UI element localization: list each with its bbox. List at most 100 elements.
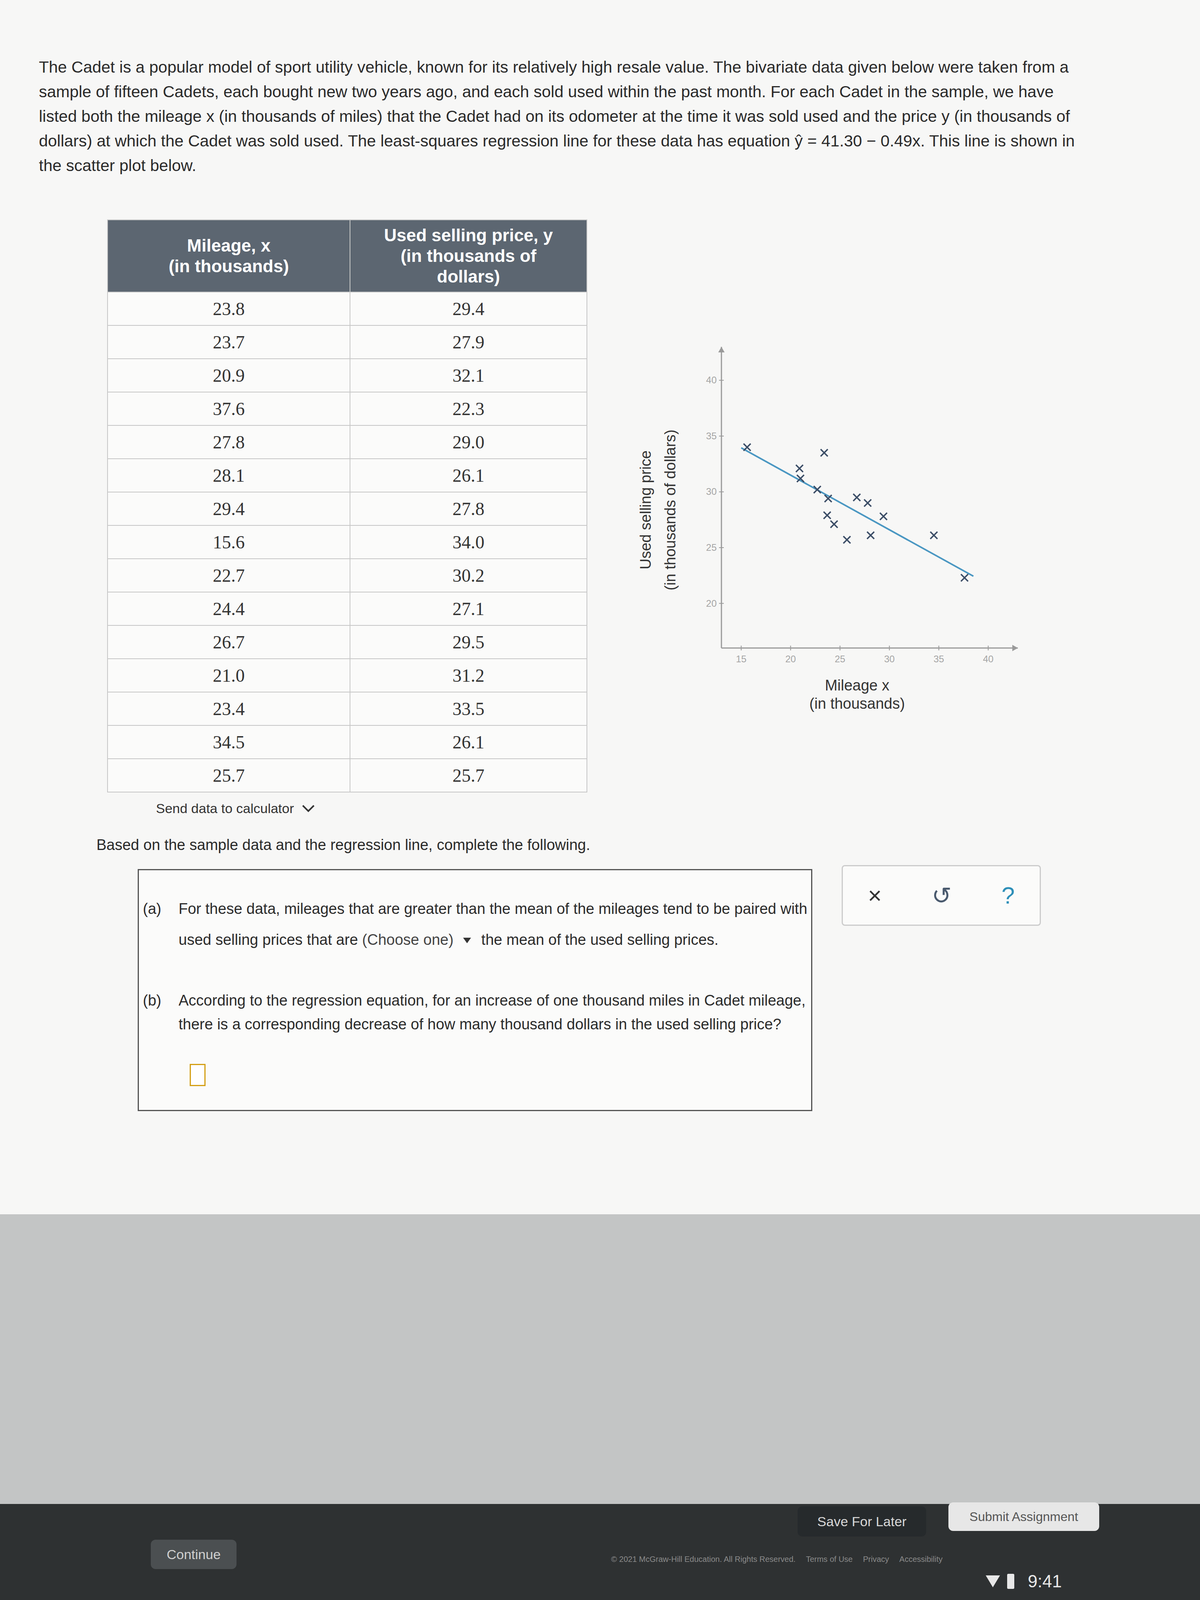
point <box>843 536 851 544</box>
x-arrow <box>1012 644 1018 652</box>
table-cell: 23.7 <box>107 325 350 359</box>
table-cell: 27.8 <box>350 492 587 526</box>
point <box>961 574 969 582</box>
x-tick <box>839 645 841 651</box>
scatter-chart: 1520253035402025303540Mileage x(in thous… <box>619 301 1175 739</box>
x-tick-label: 20 <box>785 653 797 665</box>
x-tick-label: 30 <box>884 653 895 665</box>
tool-button[interactable]: ? <box>1001 881 1015 910</box>
y-tick <box>719 379 724 381</box>
tool-button[interactable]: ↺ <box>931 881 952 910</box>
table-row: 34.526.1 <box>107 725 587 759</box>
header-cell: Mileage, x(in thousands) <box>107 219 350 293</box>
tool-button[interactable]: × <box>867 881 882 910</box>
table-row: 25.725.7 <box>107 758 587 793</box>
question-b: (b)According to the regression equation,… <box>142 988 830 1037</box>
chevron-path <box>302 805 314 812</box>
point <box>796 475 804 483</box>
table-cell: 25.7 <box>350 758 587 793</box>
x-tick-label: 15 <box>735 653 747 665</box>
status-bar: 9:41 <box>984 1571 1062 1592</box>
y-axis-title: (in thousands of dollars) <box>661 429 679 591</box>
table-cell: 29.0 <box>350 425 587 459</box>
y-tick-label: 30 <box>705 486 717 497</box>
point <box>879 512 887 520</box>
header-line: dollars) <box>350 266 587 287</box>
footer-link[interactable]: Accessibility <box>899 1554 943 1564</box>
x-axis-title: (in thousands) <box>809 695 906 712</box>
send-data-text: Send data to calculator <box>155 800 295 817</box>
table-row: 23.727.9 <box>107 325 587 359</box>
y-axis <box>721 346 723 649</box>
table-row: 27.829.0 <box>107 425 587 459</box>
y-tick <box>719 491 724 493</box>
table-row: 23.829.4 <box>107 292 587 326</box>
y-tick-label: 40 <box>705 374 717 386</box>
clock: 9:41 <box>1027 1571 1062 1592</box>
x-tick <box>740 645 742 651</box>
table-cell: 37.6 <box>107 392 350 426</box>
y-tick-label: 25 <box>705 542 717 553</box>
x-tick-label: 35 <box>933 653 945 665</box>
table-cell: 34.5 <box>107 725 350 759</box>
table-cell: 28.1 <box>107 458 350 493</box>
table-row: 24.427.1 <box>107 592 587 626</box>
save-button[interactable]: Save For Later <box>797 1506 927 1537</box>
header-line: (in thousands of <box>350 245 587 267</box>
answer-input[interactable] <box>189 1063 206 1087</box>
table-cell: 27.9 <box>350 325 587 359</box>
point <box>820 449 828 457</box>
table-cell: 29.5 <box>350 625 587 659</box>
copyright: © 2021 McGraw-Hill Education. All Rights… <box>611 1554 796 1564</box>
plot-marks <box>741 443 974 582</box>
table-row: 21.031.2 <box>107 658 587 693</box>
table-row: 20.932.1 <box>107 358 587 393</box>
table-cell: 27.1 <box>350 592 587 626</box>
table-cell: 30.2 <box>350 558 587 593</box>
table-row: 37.622.3 <box>107 392 587 426</box>
prompt: Based on the sample data and the regress… <box>96 836 591 854</box>
table-row: 23.433.5 <box>107 692 587 726</box>
table-row: 26.729.5 <box>107 625 587 659</box>
header-cell: Used selling price, y(in thousands ofdol… <box>350 219 587 293</box>
table-cell: 23.4 <box>107 692 350 726</box>
table-cell: 24.4 <box>107 592 350 626</box>
table-cell: 26.7 <box>107 625 350 659</box>
table-cell: 26.1 <box>350 725 587 759</box>
table-row: 15.634.0 <box>107 525 587 559</box>
question-text: According to the regression equation, fo… <box>178 992 806 1033</box>
battery-icon <box>1007 1573 1015 1589</box>
footer: © 2021 McGraw-Hill Education. All Rights… <box>611 1554 943 1564</box>
table-cell: 20.9 <box>107 358 350 393</box>
footer-link[interactable]: Terms of Use <box>805 1554 853 1564</box>
submit-button[interactable]: Submit Assignment <box>948 1502 1100 1531</box>
dropdown[interactable]: (Choose one) <box>362 924 482 956</box>
x-tick-label: 40 <box>982 653 994 665</box>
x-tick <box>938 645 940 651</box>
tool-box: × ↺? <box>841 865 1041 926</box>
table-cell: 25.7 <box>107 758 350 793</box>
x-axis-title: Mileage x <box>825 676 890 694</box>
point <box>824 494 832 502</box>
question-box: (a)For these data, mileages that are gre… <box>137 869 813 1112</box>
send-data-link[interactable]: Send data to calculator <box>155 800 316 817</box>
chevron <box>301 803 316 814</box>
status-icons <box>984 1571 1020 1592</box>
table-cell: 32.1 <box>350 358 587 393</box>
point <box>853 494 861 502</box>
point <box>867 531 875 539</box>
table-cell: 15.6 <box>107 525 350 559</box>
table-cell: 26.1 <box>350 458 587 493</box>
intro-text: The Cadet is a popular model of sport ut… <box>38 54 1079 178</box>
x-tick <box>888 645 890 651</box>
y-tick <box>719 603 724 604</box>
question-a: (a)For these data, mileages that are gre… <box>142 893 830 956</box>
wifi-icon <box>985 1575 1000 1588</box>
dropdown-text: (Choose one) <box>362 931 454 949</box>
footer-link[interactable]: Privacy <box>863 1554 890 1564</box>
table-cell: 22.7 <box>107 558 350 593</box>
header-row: Mileage, x(in thousands)Used selling pri… <box>107 219 587 293</box>
question-text: the mean of the used selling prices. <box>481 931 719 949</box>
continue-button[interactable]: Continue <box>150 1539 237 1570</box>
data-table: Mileage, x(in thousands)Used selling pri… <box>107 219 588 793</box>
